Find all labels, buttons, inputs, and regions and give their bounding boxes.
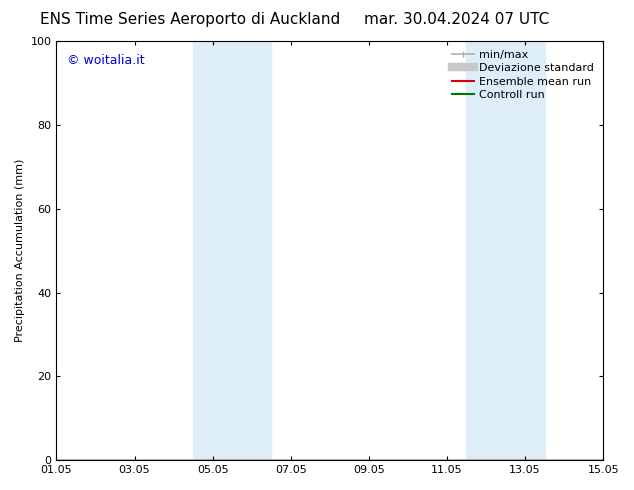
Text: ENS Time Series Aeroporto di Auckland: ENS Time Series Aeroporto di Auckland: [40, 12, 340, 27]
Text: mar. 30.04.2024 07 UTC: mar. 30.04.2024 07 UTC: [364, 12, 549, 27]
Y-axis label: Precipitation Accumulation (mm): Precipitation Accumulation (mm): [15, 159, 25, 343]
Text: © woitalia.it: © woitalia.it: [67, 53, 145, 67]
Bar: [193, 41, 271, 460]
Legend: min/max, Deviazione standard, Ensemble mean run, Controll run: min/max, Deviazione standard, Ensemble m…: [448, 47, 598, 103]
Bar: [467, 41, 545, 460]
